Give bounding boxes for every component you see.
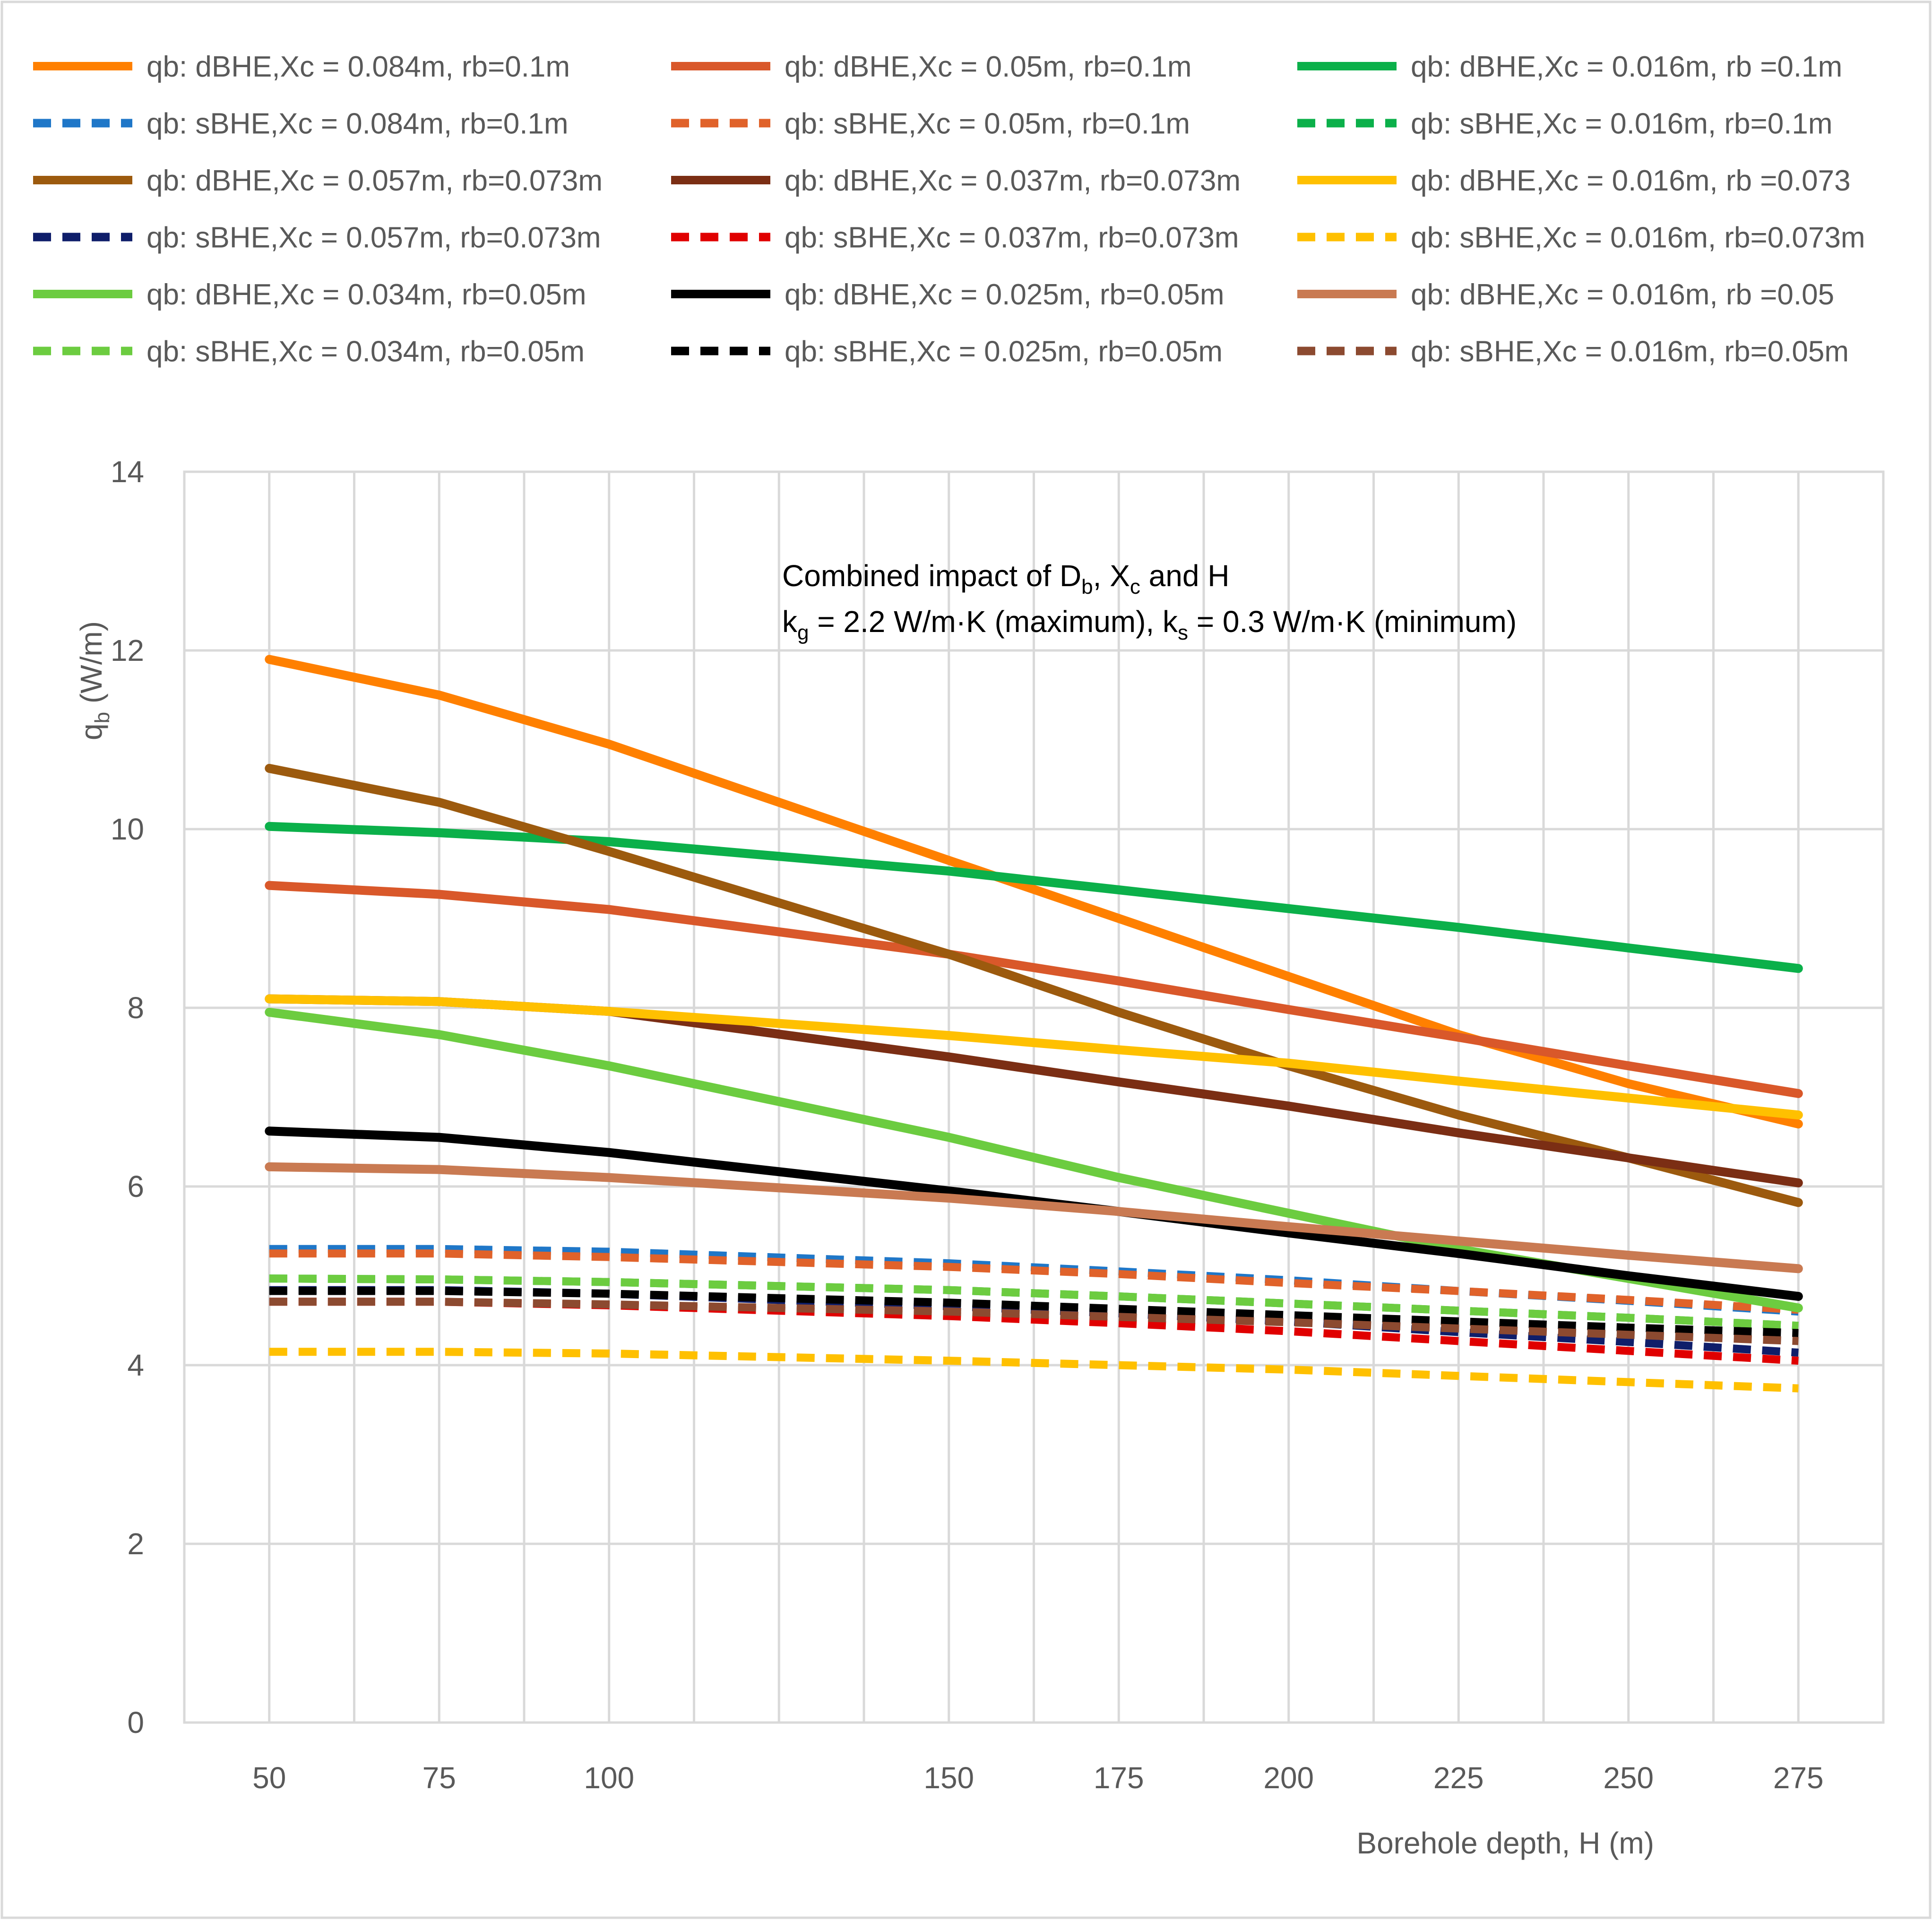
- series-line-2: [265, 881, 1803, 1098]
- y-tick-labels: 0 2 4 6 8 10 12 14: [111, 455, 144, 1740]
- y-axis-label-base: q: [74, 723, 108, 740]
- x-tick-label: 225: [1433, 1761, 1484, 1795]
- legend-item-13: qb: dBHE,Xc = 0.034m, rb=0.05m: [33, 278, 586, 311]
- legend-item-4: qb: sBHE,Xc = 0.084m, rb=0.1m: [33, 108, 569, 140]
- legend-label: qb: dBHE,Xc = 0.037m, rb=0.073m: [785, 164, 1241, 197]
- legend-item-9: qb: dBHE,Xc = 0.016m, rb =0.073: [1297, 164, 1851, 197]
- series-layer: [265, 655, 1803, 1393]
- y-tick-label: 4: [127, 1348, 144, 1382]
- legend-label: qb: sBHE,Xc = 0.05m, rb=0.1m: [785, 108, 1190, 140]
- x-tick-label: 75: [423, 1761, 456, 1795]
- legend-label: qb: dBHE,Xc = 0.016m, rb =0.05: [1411, 278, 1834, 311]
- x-tick-labels: 50 75 100 150 175 200 225 250 275: [252, 1761, 1823, 1795]
- annotation-1-sub2: c: [1130, 575, 1140, 598]
- annotation-2-post: = 0.3 W/m·K (minimum): [1188, 605, 1517, 639]
- series-line-11: [269, 1298, 1799, 1365]
- legend-label: qb: dBHE,Xc = 0.084m, rb=0.1m: [147, 51, 570, 83]
- x-tick-label: 175: [1094, 1761, 1144, 1795]
- y-axis-label: qb (W/m): [74, 621, 114, 740]
- x-axis-label: Borehole depth, H (m): [1356, 1826, 1654, 1860]
- series-line-18: [269, 1298, 1799, 1345]
- legend-item-10: qb: sBHE,Xc = 0.057m, rb=0.073m: [33, 222, 601, 254]
- legend-label: qb: dBHE,Xc = 0.05m, rb=0.1m: [785, 51, 1192, 83]
- legend-label: qb: sBHE,Xc = 0.016m, rb=0.05m: [1411, 336, 1849, 368]
- legend-label: qb: sBHE,Xc = 0.034m, rb=0.05m: [147, 336, 585, 368]
- annotation-1-sub1: b: [1081, 575, 1093, 598]
- legend-item-12: qb: sBHE,Xc = 0.016m, rb=0.073m: [1297, 222, 1865, 254]
- legend-item-1: qb: dBHE,Xc = 0.084m, rb=0.1m: [33, 51, 570, 83]
- x-tick-label: 150: [923, 1761, 974, 1795]
- annotation-2-sub2: s: [1178, 621, 1188, 644]
- series-line-10: [269, 1286, 1799, 1357]
- x-tick-label: 275: [1773, 1761, 1824, 1795]
- legend-item-5: qb: sBHE,Xc = 0.05m, rb=0.1m: [671, 108, 1190, 140]
- y-tick-label: 12: [111, 633, 144, 667]
- annotation-2-pre: k: [782, 605, 798, 639]
- annotation-2-sub1: g: [797, 621, 809, 644]
- legend-label: qb: sBHE,Xc = 0.016m, rb=0.073m: [1411, 222, 1865, 254]
- y-axis-label-tail: (W/m): [74, 621, 108, 712]
- series-line-3: [265, 822, 1803, 973]
- series-line-5: [269, 1249, 1799, 1314]
- y-tick-label: 0: [127, 1706, 144, 1740]
- series-line-7: [265, 764, 1803, 1207]
- legend-label: qb: sBHE,Xc = 0.084m, rb=0.1m: [147, 108, 569, 140]
- legend-item-8: qb: dBHE,Xc = 0.037m, rb=0.073m: [671, 164, 1241, 197]
- y-tick-label: 10: [111, 812, 144, 846]
- x-tick-label: 50: [252, 1761, 286, 1795]
- series-line-9: [265, 994, 1803, 1120]
- legend-label: qb: sBHE,Xc = 0.037m, rb=0.073m: [785, 222, 1239, 254]
- annotation-1-mid: , X: [1093, 559, 1130, 593]
- series-line-16: [269, 1274, 1799, 1330]
- legend-item-18: qb: sBHE,Xc = 0.016m, rb=0.05m: [1297, 336, 1849, 368]
- series-line-17: [269, 1287, 1799, 1337]
- x-tick-label: 250: [1603, 1761, 1654, 1795]
- legend-item-11: qb: sBHE,Xc = 0.037m, rb=0.073m: [671, 222, 1239, 254]
- legend-label: qb: dBHE,Xc = 0.034m, rb=0.05m: [147, 278, 586, 311]
- annotation-line-1: Combined impact of Db, Xc and H: [782, 559, 1229, 598]
- legend-label: qb: dBHE,Xc = 0.016m, rb =0.073: [1411, 164, 1851, 197]
- legend-label: qb: dBHE,Xc = 0.057m, rb=0.073m: [147, 164, 603, 197]
- annotation-1-pre: Combined impact of D: [782, 559, 1081, 593]
- annotation-2-mid: = 2.2 W/m·K (maximum), k: [809, 605, 1178, 639]
- legend-item-17: qb: sBHE,Xc = 0.025m, rb=0.05m: [671, 336, 1223, 368]
- legend-label: qb: sBHE,Xc = 0.016m, rb=0.1m: [1411, 108, 1833, 140]
- series-line-12: [269, 1348, 1799, 1393]
- annotation-line-2: kg = 2.2 W/m·K (maximum), ks = 0.3 W/m·K…: [782, 605, 1517, 644]
- y-tick-label: 6: [127, 1169, 144, 1203]
- legend-item-2: qb: dBHE,Xc = 0.05m, rb=0.1m: [671, 51, 1192, 83]
- plot-area-border: [183, 470, 1885, 1724]
- legend-label: qb: sBHE,Xc = 0.057m, rb=0.073m: [147, 222, 601, 254]
- x-tick-label: 100: [584, 1761, 634, 1795]
- series-line-15: [265, 1162, 1803, 1273]
- legend-item-3: qb: dBHE,Xc = 0.016m, rb =0.1m: [1297, 51, 1842, 83]
- x-tick-label: 200: [1263, 1761, 1314, 1795]
- y-tick-label: 2: [127, 1527, 144, 1561]
- legend: qb: dBHE,Xc = 0.084m, rb=0.1m qb: dBHE,Xc…: [33, 51, 1865, 368]
- legend-label: qb: sBHE,Xc = 0.025m, rb=0.05m: [785, 336, 1223, 368]
- y-tick-label: 8: [127, 991, 144, 1025]
- legend-item-15: qb: dBHE,Xc = 0.016m, rb =0.05: [1297, 278, 1834, 311]
- legend-label: qb: dBHE,Xc = 0.016m, rb =0.1m: [1411, 51, 1842, 83]
- legend-item-6: qb: sBHE,Xc = 0.016m, rb=0.1m: [1297, 108, 1833, 140]
- legend-label: qb: dBHE,Xc = 0.025m, rb=0.05m: [785, 278, 1225, 311]
- legend-item-16: qb: sBHE,Xc = 0.034m, rb=0.05m: [33, 336, 585, 368]
- y-tick-label: 14: [111, 455, 144, 489]
- legend-item-14: qb: dBHE,Xc = 0.025m, rb=0.05m: [671, 278, 1225, 311]
- annotation-1-post: and H: [1140, 559, 1230, 593]
- y-axis-label-sub: b: [91, 712, 114, 723]
- series-line-1: [265, 655, 1803, 1129]
- legend-item-7: qb: dBHE,Xc = 0.057m, rb=0.073m: [33, 164, 603, 197]
